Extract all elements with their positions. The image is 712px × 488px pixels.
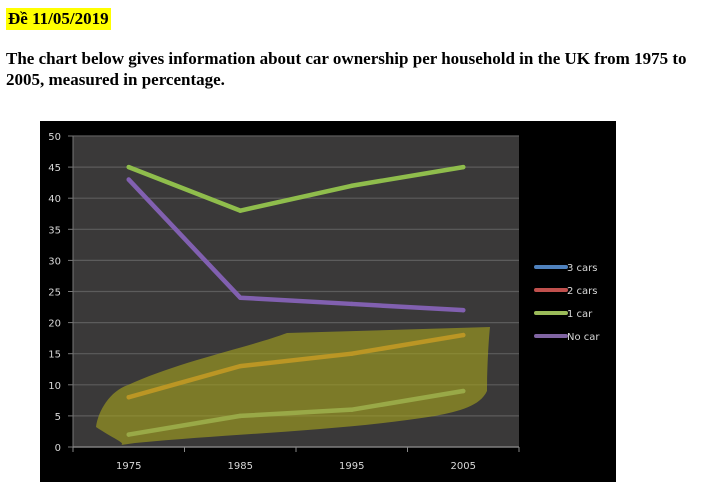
y-tick-label: 30 xyxy=(48,256,61,267)
y-tick-label: 15 xyxy=(48,350,61,361)
y-tick-label: 5 xyxy=(55,412,61,423)
highlight-annotation xyxy=(96,327,490,445)
legend-label: 2 cars xyxy=(567,286,598,297)
data-point xyxy=(126,177,131,182)
data-point xyxy=(126,164,131,170)
y-tick-label: 45 xyxy=(48,163,61,174)
x-tick-label: 1995 xyxy=(339,461,364,472)
y-tick-label: 20 xyxy=(48,319,61,330)
chart-description: The chart below gives information about … xyxy=(6,49,687,89)
y-tick-label: 40 xyxy=(48,194,61,205)
x-axis: 1975 1985 1995 2005 xyxy=(72,446,520,472)
series-line-no-car xyxy=(126,177,466,313)
legend-label: 1 car xyxy=(567,309,593,320)
y-tick-label: 35 xyxy=(48,225,61,236)
y-tick-label: 10 xyxy=(48,381,61,392)
line-chart: 0 5 10 15 20 25 30 35 40 45 50 1975 1985 1995 2005 3 … xyxy=(40,121,616,482)
data-point xyxy=(461,164,466,170)
y-tick-label: 0 xyxy=(55,443,61,454)
legend: 3 cars 2 cars 1 car No car xyxy=(534,263,600,343)
x-tick-label: 2005 xyxy=(451,461,476,472)
y-tick-label: 25 xyxy=(48,288,61,299)
legend-label: No car xyxy=(567,332,600,343)
x-tick-label: 1975 xyxy=(116,461,141,472)
legend-label: 3 cars xyxy=(567,263,598,274)
data-point xyxy=(238,208,243,213)
x-tick-label: 1985 xyxy=(228,461,253,472)
y-axis: 0 5 10 15 20 25 30 35 40 45 50 xyxy=(48,132,74,454)
data-point xyxy=(238,295,243,300)
chart-svg: 0 5 10 15 20 25 30 35 40 45 50 1975 1985 1995 2005 3 … xyxy=(48,132,600,472)
y-tick-label: 50 xyxy=(48,132,61,143)
page-heading: Đề 11/05/2019 xyxy=(6,8,111,30)
series-line-1-car xyxy=(126,164,466,213)
data-point xyxy=(349,301,354,307)
data-point xyxy=(349,183,354,188)
data-point xyxy=(461,307,466,313)
